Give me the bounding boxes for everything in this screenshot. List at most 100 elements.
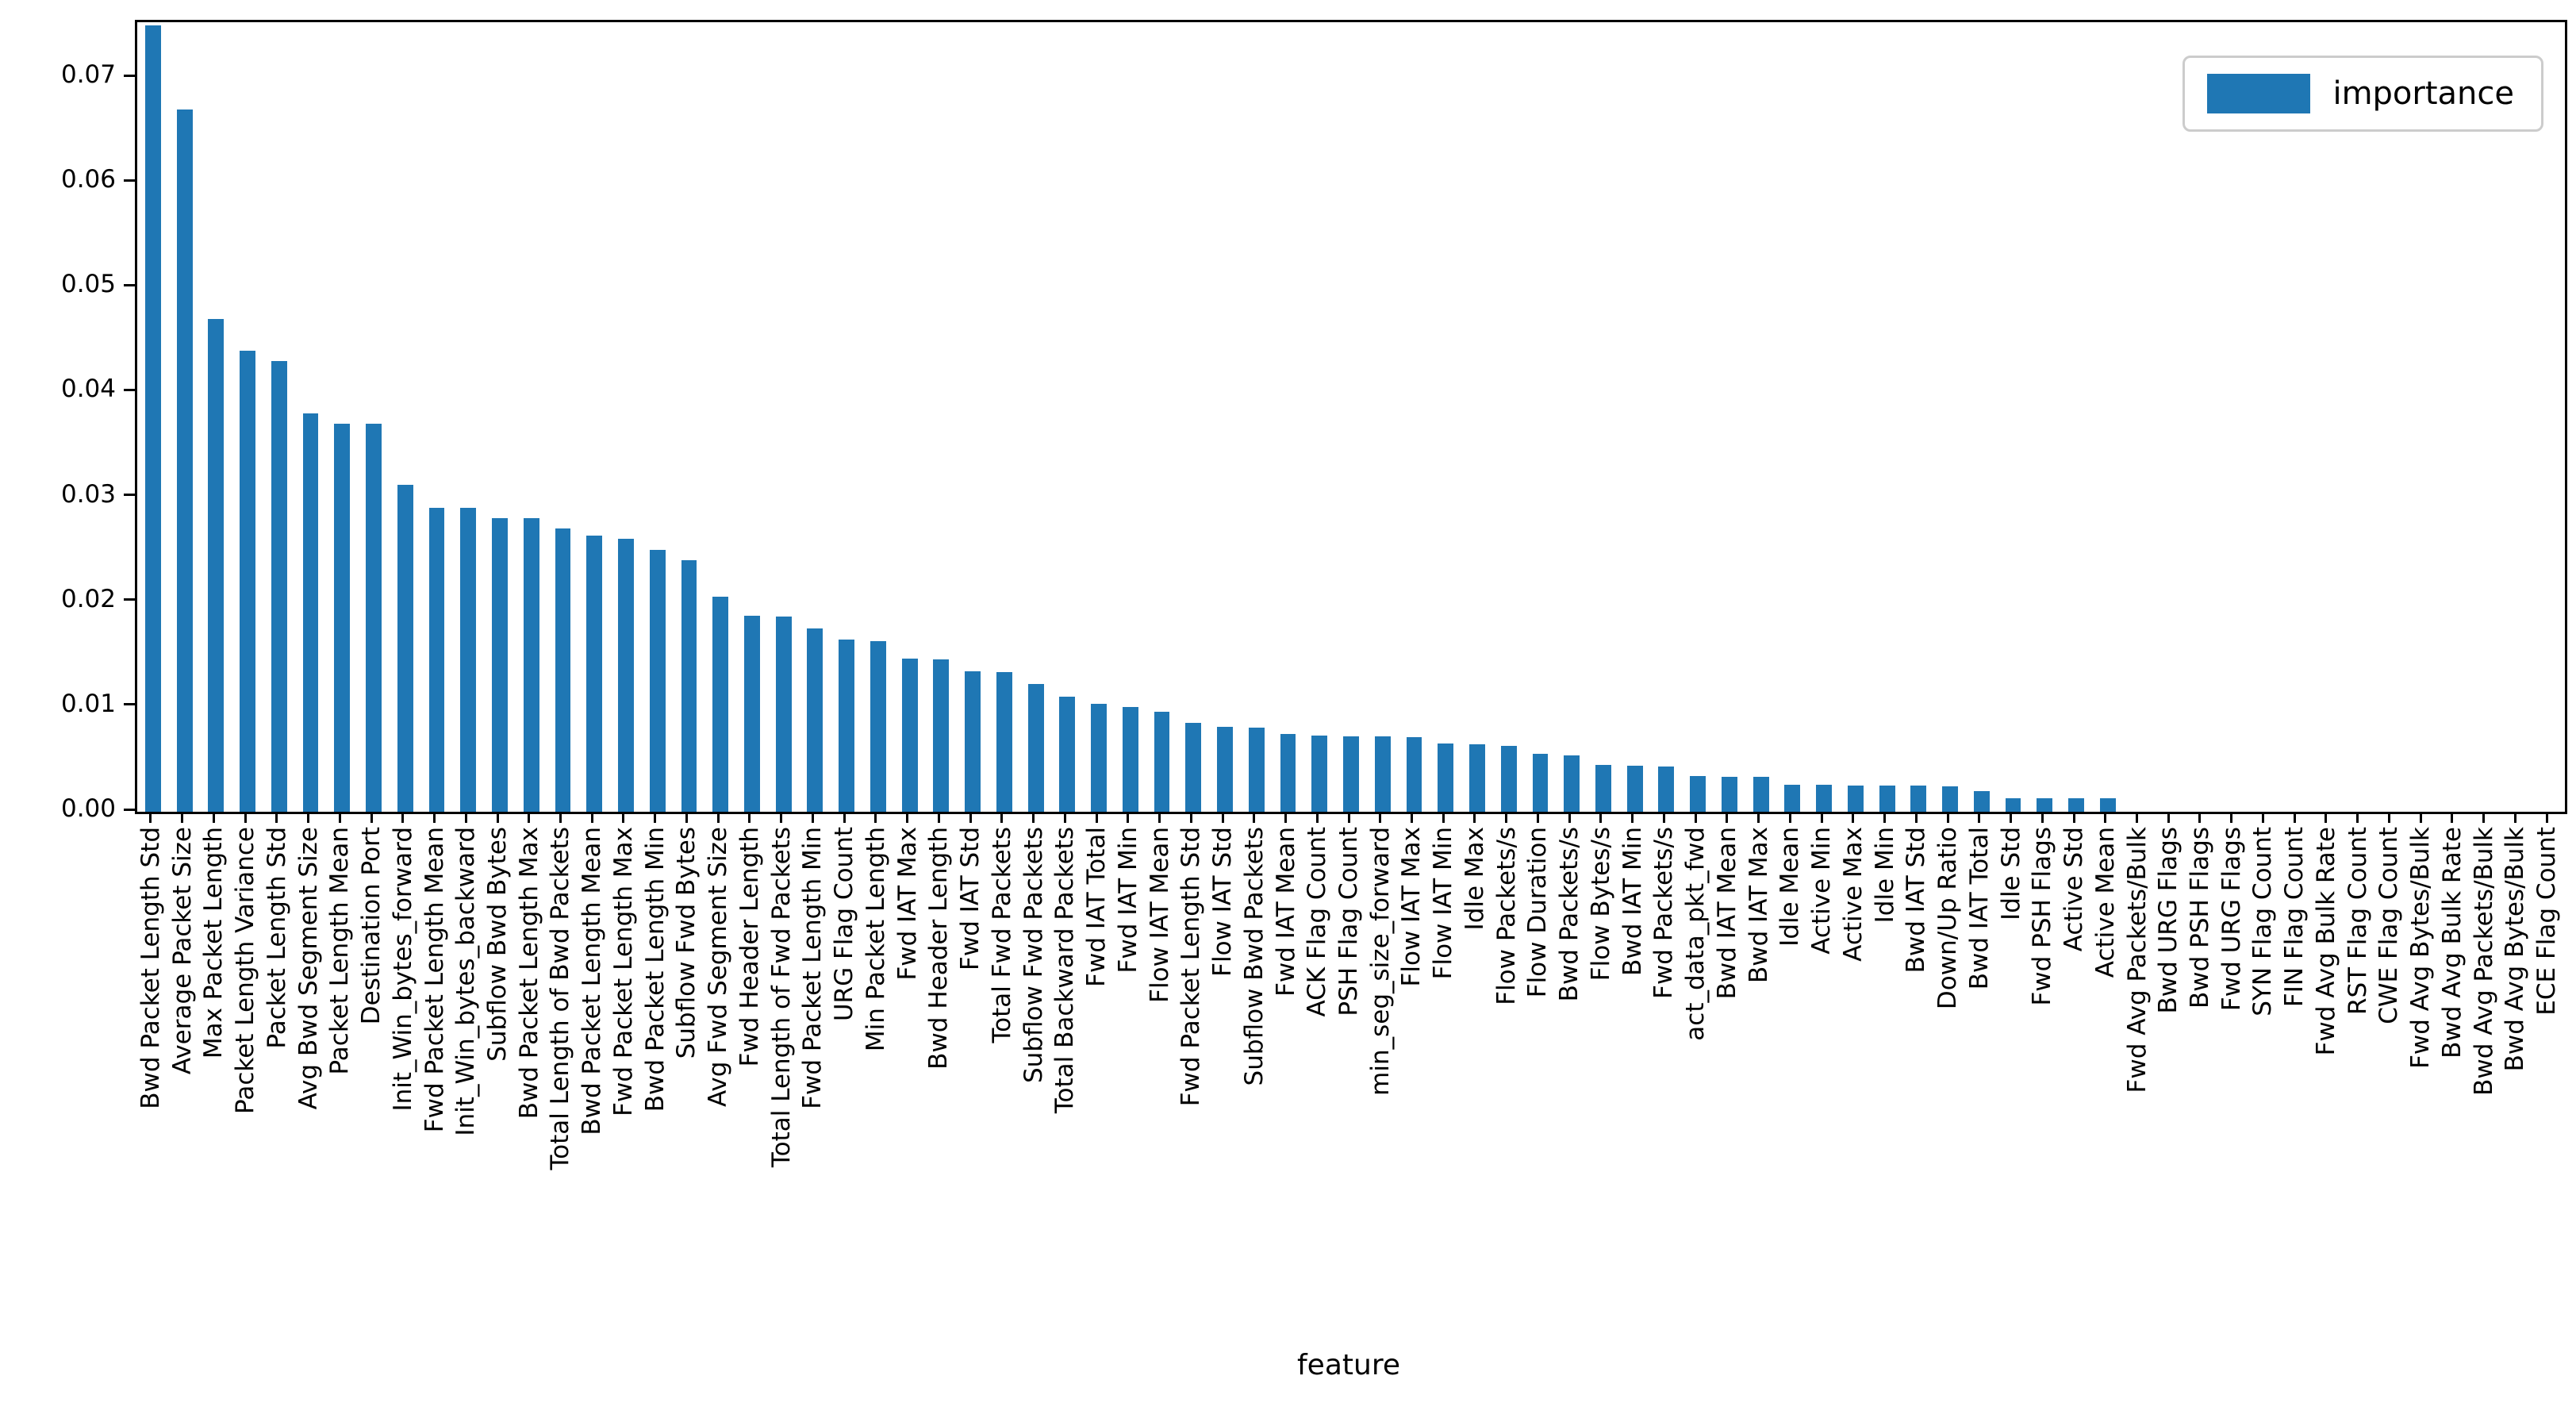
x-tick-label: Min Packet Length — [861, 827, 890, 1052]
x-tick-label: Fwd IAT Std — [956, 827, 985, 970]
legend: importance — [2182, 56, 2543, 132]
bar — [1816, 785, 1833, 812]
x-tick-label: Flow IAT Max — [1397, 827, 1426, 987]
bar — [1311, 736, 1328, 812]
bar — [1658, 767, 1675, 812]
x-tick-mark — [1505, 812, 1508, 823]
x-tick-mark — [2136, 812, 2138, 823]
x-tick-label: Fwd Header Length — [735, 827, 764, 1067]
y-tick-label: 0.05 — [60, 270, 116, 299]
x-tick-label: FIN Flag Count — [2280, 827, 2309, 1008]
x-tick-mark — [1284, 812, 1288, 823]
y-tick-mark — [124, 598, 135, 601]
bar — [965, 671, 981, 812]
x-tick-label: Idle Min — [1870, 827, 1899, 924]
bars-container — [137, 22, 2565, 812]
x-tick-label: Fwd IAT Mean — [1271, 827, 1300, 997]
bar — [302, 413, 319, 812]
x-tick-mark — [1410, 812, 1413, 823]
x-tick-mark — [275, 812, 278, 823]
x-tick-label: Bwd IAT Max — [1744, 827, 1773, 983]
legend-swatch — [2207, 74, 2311, 113]
bar — [1532, 754, 1549, 812]
x-tick-label: Fwd URG Flags — [2217, 827, 2246, 1012]
x-tick-mark — [716, 812, 720, 823]
bar — [1122, 707, 1138, 812]
bar — [144, 25, 161, 812]
bar — [1469, 744, 1485, 812]
x-tick-label: Active Min — [1807, 827, 1837, 955]
x-tick-mark — [2010, 812, 2013, 823]
bar — [1343, 736, 1359, 812]
x-tick-label: Destination Port — [357, 827, 386, 1025]
x-tick-mark — [1379, 812, 1382, 823]
x-tick-label: Flow Duration — [1523, 827, 1553, 998]
bar — [1784, 785, 1801, 812]
x-tick-mark — [1221, 812, 1224, 823]
x-tick-label: Bwd IAT Std — [1902, 827, 1931, 974]
x-tick-mark — [2451, 812, 2454, 823]
x-tick-mark — [1883, 812, 1887, 823]
x-tick-label: Total Fwd Packets — [987, 827, 1016, 1043]
bar — [1721, 777, 1737, 812]
bar — [1280, 734, 1296, 812]
x-tick-label: Fwd Avg Packets/Bulk — [2122, 827, 2152, 1093]
x-tick-mark — [1631, 812, 1634, 823]
x-tick-label: Bwd URG Flags — [2154, 827, 2183, 1014]
x-tick-label: Bwd IAT Min — [1618, 827, 1647, 976]
x-tick-mark — [1757, 812, 1760, 823]
x-tick-label: URG Flag Count — [830, 827, 859, 1022]
bar — [397, 485, 413, 812]
x-tick-label: RST Flag Count — [2343, 827, 2372, 1016]
bar — [2037, 798, 2053, 812]
x-tick-mark — [1694, 812, 1697, 823]
x-tick-mark — [1347, 812, 1350, 823]
y-tick-mark — [124, 388, 135, 391]
bar — [428, 508, 445, 812]
bar — [1027, 684, 1044, 812]
y-tick-mark — [124, 74, 135, 77]
bar — [2068, 798, 2084, 812]
x-tick-mark — [2293, 812, 2296, 823]
bar — [492, 518, 508, 812]
bar — [744, 616, 760, 812]
bar — [208, 319, 225, 812]
x-tick-label: Bwd Avg Packets/Bulk — [2469, 827, 2498, 1096]
x-tick-mark — [1536, 812, 1539, 823]
x-tick-mark — [937, 812, 940, 823]
x-tick-mark — [2356, 812, 2359, 823]
x-tick-mark — [2040, 812, 2044, 823]
x-axis-title: feature — [1297, 1349, 1400, 1381]
x-tick-label: Packet Length Mean — [325, 827, 355, 1075]
x-tick-label: Fwd IAT Total — [1082, 827, 1111, 987]
x-tick-mark — [2545, 812, 2548, 823]
x-tick-label: Subflow Bwd Bytes — [483, 827, 512, 1062]
y-tick-mark — [124, 494, 135, 497]
x-tick-mark — [1127, 812, 1130, 823]
x-tick-label: ACK Flag Count — [1303, 827, 1332, 1017]
x-tick-mark — [1820, 812, 1823, 823]
x-tick-mark — [843, 812, 846, 823]
x-tick-mark — [2387, 812, 2390, 823]
bar — [681, 560, 697, 812]
x-tick-label: Fwd Avg Bytes/Bulk — [2406, 827, 2436, 1069]
x-tick-mark — [244, 812, 247, 823]
x-tick-label: Bwd Packet Length Mean — [578, 827, 607, 1135]
bar — [901, 659, 918, 812]
x-tick-label: Bwd Avg Bytes/Bulk — [2501, 827, 2530, 1072]
x-tick-label: Fwd IAT Min — [1113, 827, 1142, 974]
x-tick-mark — [1095, 812, 1098, 823]
x-tick-label: Avg Bwd Segment Size — [294, 827, 323, 1110]
legend-label: importance — [2332, 75, 2514, 112]
x-tick-mark — [780, 812, 783, 823]
x-tick-mark — [1442, 812, 1445, 823]
x-tick-label: Active Mean — [2090, 827, 2120, 978]
x-tick-label: Total Backward Packets — [1050, 827, 1080, 1114]
x-tick-mark — [528, 812, 531, 823]
x-tick-label: Average Packet Size — [167, 827, 197, 1075]
bar — [1879, 786, 1895, 812]
x-tick-label: Down/Up Ratio — [1933, 827, 1963, 1010]
x-tick-mark — [212, 812, 215, 823]
x-tick-label: Fwd Avg Bulk Rate — [2311, 827, 2340, 1056]
x-tick-mark — [1599, 812, 1603, 823]
